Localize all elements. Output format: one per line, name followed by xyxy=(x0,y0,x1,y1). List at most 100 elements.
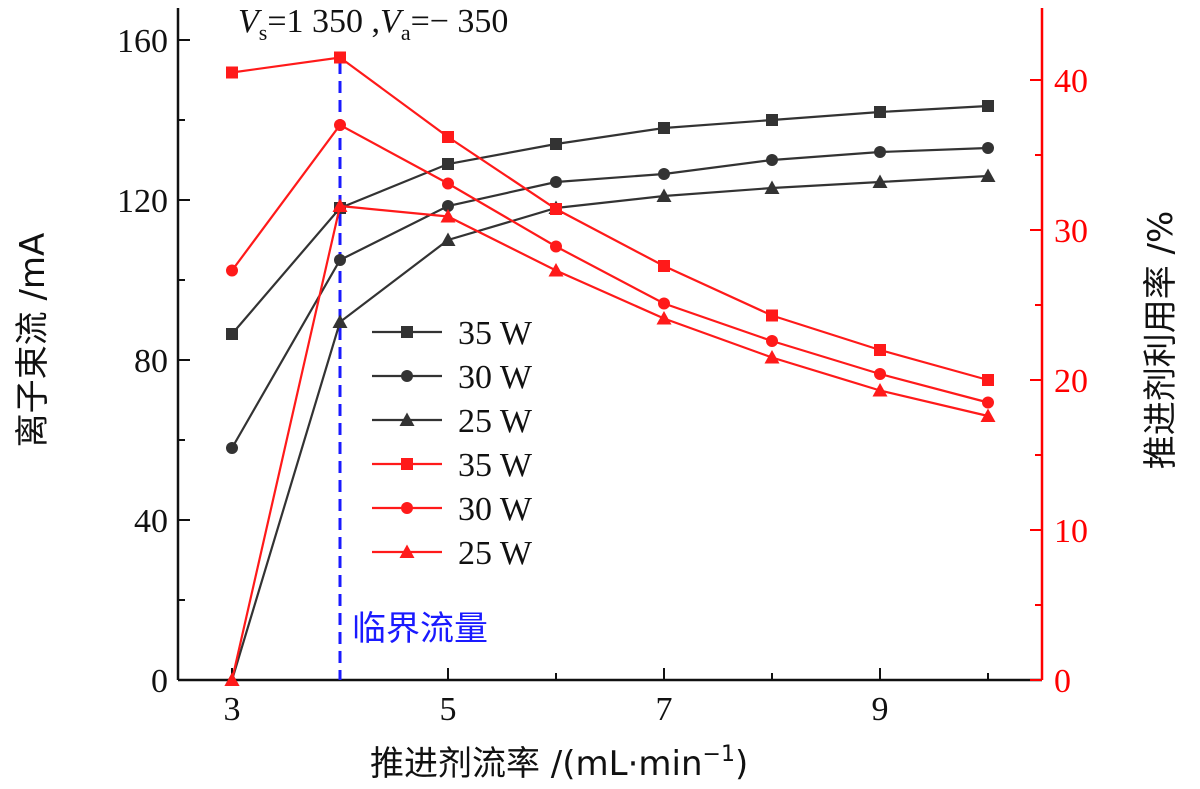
right-axis-tick-label: 40 xyxy=(1054,63,1088,100)
series-layer xyxy=(224,51,996,686)
series-marker xyxy=(224,672,240,686)
series-marker xyxy=(874,146,886,158)
right-axis-label: 推进剂利用率 /% xyxy=(1141,211,1181,470)
series-line xyxy=(230,204,989,681)
series-marker xyxy=(401,502,413,514)
x-axis-ticks: 3 5 7 9 xyxy=(224,668,989,728)
series-marker xyxy=(658,168,670,180)
series-utilization-35w xyxy=(226,51,994,386)
series-marker xyxy=(226,264,238,277)
left-axis-tick-label: 120 xyxy=(117,183,168,220)
legend-label: 35 W xyxy=(458,315,533,352)
right-axis-ticks: 0 10 20 30 40 xyxy=(1030,63,1088,700)
x-axis-tick-label: 9 xyxy=(872,691,889,728)
series-marker xyxy=(401,326,413,338)
series-marker xyxy=(764,350,780,364)
series-marker xyxy=(982,374,994,386)
series-marker xyxy=(550,176,562,188)
left-axis-tick-label: 160 xyxy=(117,23,168,60)
series-marker xyxy=(872,174,888,188)
series-marker xyxy=(226,328,238,340)
series-marker xyxy=(980,168,996,182)
legend-item: 30 W xyxy=(372,491,533,528)
left-axis-tick-label: 0 xyxy=(151,663,168,700)
vs-value: =1 350 , xyxy=(267,3,380,40)
voltage-annotation: Vs=1 350 ,Va=− 350 xyxy=(238,3,508,45)
series-marker xyxy=(440,209,456,223)
series-marker xyxy=(332,198,348,212)
series-marker xyxy=(334,119,346,131)
series-marker xyxy=(764,180,780,194)
va-value: =− 350 xyxy=(411,3,509,40)
series-utilization-25w xyxy=(224,198,996,686)
legend-item: 35 W xyxy=(372,315,533,352)
x-axis-label-close: ) xyxy=(735,744,748,784)
series-line xyxy=(231,146,989,449)
series-utilization-30w xyxy=(226,119,994,409)
series-marker xyxy=(656,188,672,202)
x-axis-tick-label: 7 xyxy=(656,691,673,728)
x-axis-tick-label: 3 xyxy=(224,691,241,728)
series-marker xyxy=(442,131,454,143)
series-marker xyxy=(658,122,670,134)
series-marker xyxy=(440,232,456,246)
series-marker xyxy=(401,458,413,470)
series-marker xyxy=(548,263,564,277)
right-axis-tick-label: 30 xyxy=(1054,213,1088,250)
series-marker xyxy=(442,177,454,190)
series-marker xyxy=(874,106,886,118)
series-marker xyxy=(399,544,415,558)
series-marker xyxy=(982,142,994,154)
left-axis-tick-label: 40 xyxy=(134,503,168,540)
series-marker xyxy=(766,309,778,322)
series-line xyxy=(231,104,989,335)
series-beam-current-30w xyxy=(226,142,994,454)
series-marker xyxy=(982,100,994,112)
x-axis-label: 推进剂流率 /(mL·min−1) xyxy=(370,742,748,784)
series-marker xyxy=(872,383,888,397)
series-marker xyxy=(550,203,562,215)
x-axis-label-sup: −1 xyxy=(703,742,735,767)
series-marker xyxy=(226,442,238,454)
series-marker xyxy=(334,254,346,266)
legend-label: 30 W xyxy=(458,359,533,396)
legend-item: 35 W xyxy=(372,447,533,484)
series-marker xyxy=(658,297,670,310)
series-line xyxy=(231,123,989,404)
series-line xyxy=(230,174,989,681)
series-marker xyxy=(658,260,670,272)
x-axis-tick-label: 5 xyxy=(440,691,457,728)
right-axis-tick-label: 20 xyxy=(1054,363,1088,400)
left-axis-ticks: 0 40 80 120 160 xyxy=(117,23,190,700)
va-subscript: a xyxy=(401,20,411,45)
x-axis-label-main: 推进剂流率 /(mL·min xyxy=(370,744,703,784)
series-line xyxy=(231,56,989,382)
critical-flow-label: 临界流量 xyxy=(352,609,488,649)
legend-label: 25 W xyxy=(458,535,533,572)
series-marker xyxy=(980,408,996,422)
legend-item: 25 W xyxy=(372,535,533,572)
legend-label: 35 W xyxy=(458,447,533,484)
right-axis-tick-label: 0 xyxy=(1054,663,1071,700)
legend-item: 25 W xyxy=(372,403,533,440)
legend-label: 25 W xyxy=(458,403,533,440)
series-marker xyxy=(399,412,415,426)
series-marker xyxy=(550,240,562,253)
series-marker xyxy=(656,311,672,325)
series-marker xyxy=(334,51,346,64)
left-axis-tick-label: 80 xyxy=(134,343,168,380)
series-marker xyxy=(401,370,413,382)
series-marker xyxy=(874,344,886,356)
series-marker xyxy=(766,154,778,166)
series-marker xyxy=(766,114,778,126)
series-marker xyxy=(874,368,886,380)
series-marker xyxy=(226,66,238,79)
series-marker xyxy=(766,335,778,347)
series-marker xyxy=(550,138,562,150)
legend: 35 W 30 W 25 W 35 W 30 W 25 W xyxy=(372,315,533,572)
right-axis-tick-label: 10 xyxy=(1054,513,1088,550)
series-marker xyxy=(332,314,348,328)
series-marker xyxy=(982,396,994,409)
series-marker xyxy=(442,200,454,212)
